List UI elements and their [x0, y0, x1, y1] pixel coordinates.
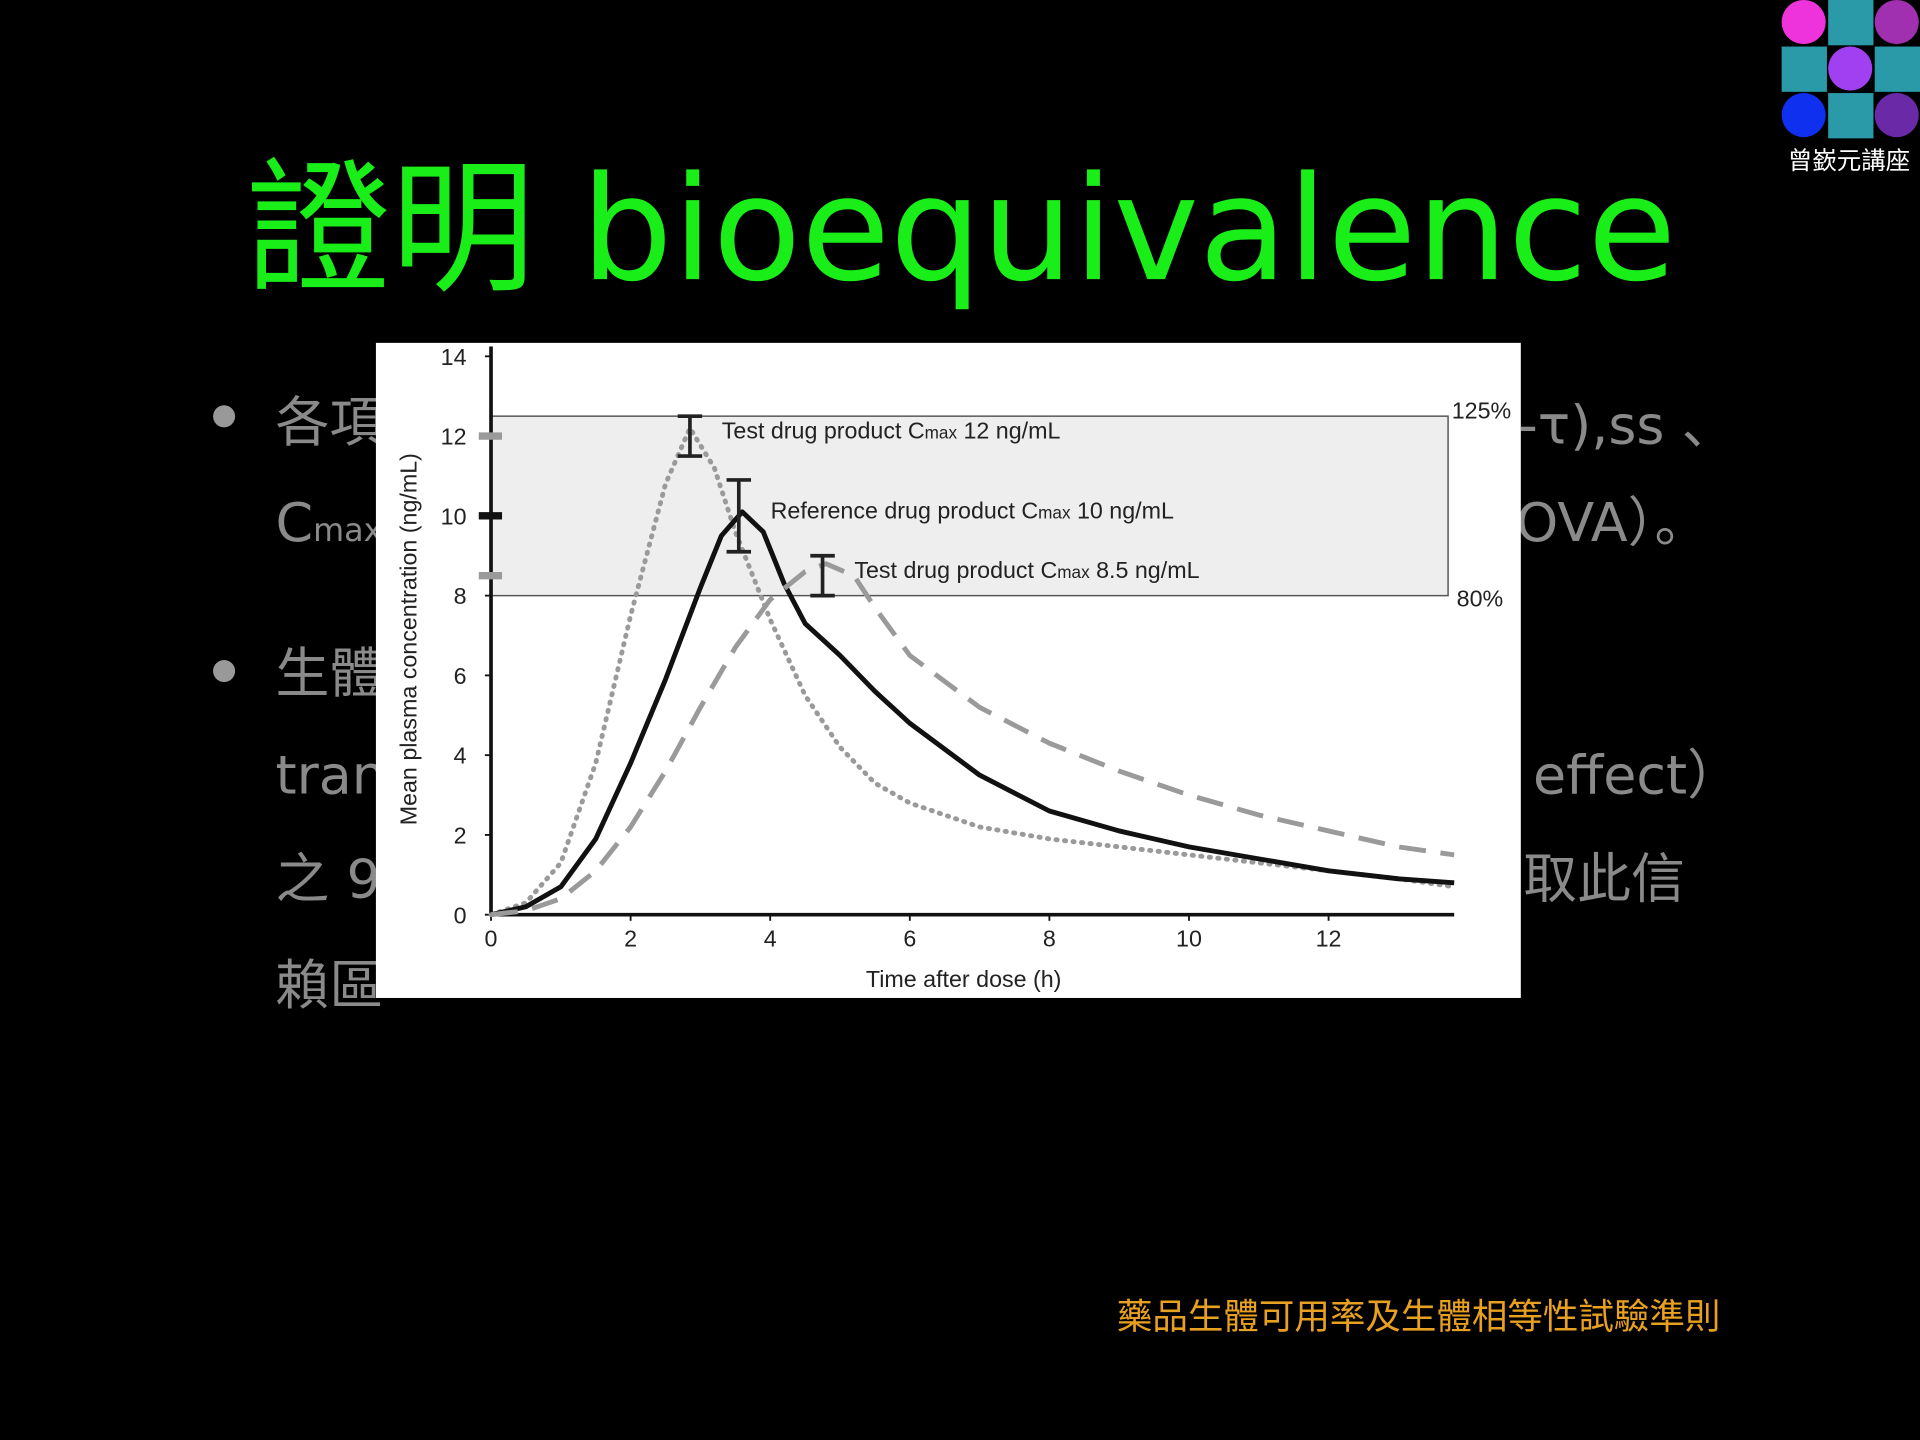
logo: 曾嶔元講座	[1781, 0, 1920, 175]
cmax-label: Test drug product Cmax 12 ng/mL	[722, 418, 1061, 444]
bullet-text: Cmax	[276, 491, 383, 554]
bullet-subscript: max	[313, 511, 382, 549]
cmax-label: Test drug product Cmax 8.5 ng/mL	[854, 557, 1199, 583]
y-tick-label: 4	[454, 743, 467, 769]
logo-dot	[1874, 0, 1919, 45]
logo-dot	[1828, 46, 1873, 91]
x-tick-label: 6	[903, 926, 916, 952]
cmax-label-text: Test drug product C	[722, 418, 925, 444]
y-tick-label: 8	[454, 583, 467, 609]
slide-title: 證明 bioequivalence	[246, 146, 1676, 314]
logo-dot	[1781, 93, 1826, 138]
cmax-label-subscript: max	[1038, 502, 1071, 522]
footer-source: 藥品生體可用率及生體相等性試驗準則	[1117, 1297, 1721, 1338]
bullet-text: 生體	[276, 642, 384, 705]
bullet-text: -τ),ss 、	[1518, 393, 1735, 456]
bullet-text: effect）	[1533, 743, 1741, 806]
band-label: 125%	[1452, 398, 1511, 424]
acceptance-band	[490, 415, 1449, 597]
bullet-text: 各項	[276, 391, 384, 454]
band-label: 80%	[1457, 586, 1504, 612]
cmax-label-text: Reference drug product C	[771, 497, 1039, 523]
logo-dot	[1781, 0, 1826, 45]
y-tick-label: 12	[441, 424, 467, 450]
series-line	[490, 561, 1455, 918]
bullet-dot	[213, 660, 236, 683]
cmax-label-text: 12 ng/mL	[957, 418, 1060, 444]
series-line	[490, 509, 1455, 918]
bullet-dot	[213, 405, 236, 428]
y-tick-label: 2	[454, 822, 467, 848]
x-tick-label: 10	[1176, 926, 1202, 952]
cmax-label-text: 8.5 ng/mL	[1090, 557, 1200, 583]
y-tick-label: 10	[441, 503, 467, 529]
x-axis-label: Time after dose (h)	[866, 966, 1062, 992]
x-tick-label: 4	[764, 926, 777, 952]
logo-square	[1874, 46, 1920, 92]
bullet-text: OVA）。	[1516, 491, 1708, 554]
y-tick-label: 6	[454, 663, 467, 689]
cmax-label-subscript: max	[925, 423, 958, 443]
bullet-text: 賴區	[276, 954, 384, 1017]
bullet-text: tran	[276, 743, 386, 806]
logo-dot	[1874, 93, 1919, 138]
chart: Time after dose (h) Mean plasma concentr…	[375, 342, 1521, 998]
logo-square	[1828, 93, 1874, 139]
y-tick-label: 14	[441, 344, 467, 370]
x-tick-label: 2	[624, 926, 637, 952]
cmax-label-text: Test drug product C	[854, 557, 1057, 583]
bullet-text: 取此信	[1523, 848, 1685, 911]
logo-caption: 曾嶔元講座	[1788, 146, 1910, 175]
bullet-text: 之 9	[276, 848, 381, 911]
cmax-label: Reference drug product Cmax 10 ng/mL	[771, 497, 1174, 523]
cmax-label-subscript: max	[1057, 562, 1090, 582]
y-tick-label: 0	[454, 902, 467, 928]
cmax-label-text: 10 ng/mL	[1071, 497, 1174, 523]
bullet-text-part: C	[276, 491, 314, 554]
x-tick-label: 0	[485, 926, 498, 952]
x-tick-label: 12	[1316, 926, 1342, 952]
logo-square	[1828, 0, 1874, 46]
series-line	[488, 425, 1457, 918]
logo-square	[1781, 46, 1827, 92]
x-tick-label: 8	[1043, 926, 1056, 952]
y-axis-label: Mean plasma concentration (ng/mL)	[395, 453, 421, 825]
